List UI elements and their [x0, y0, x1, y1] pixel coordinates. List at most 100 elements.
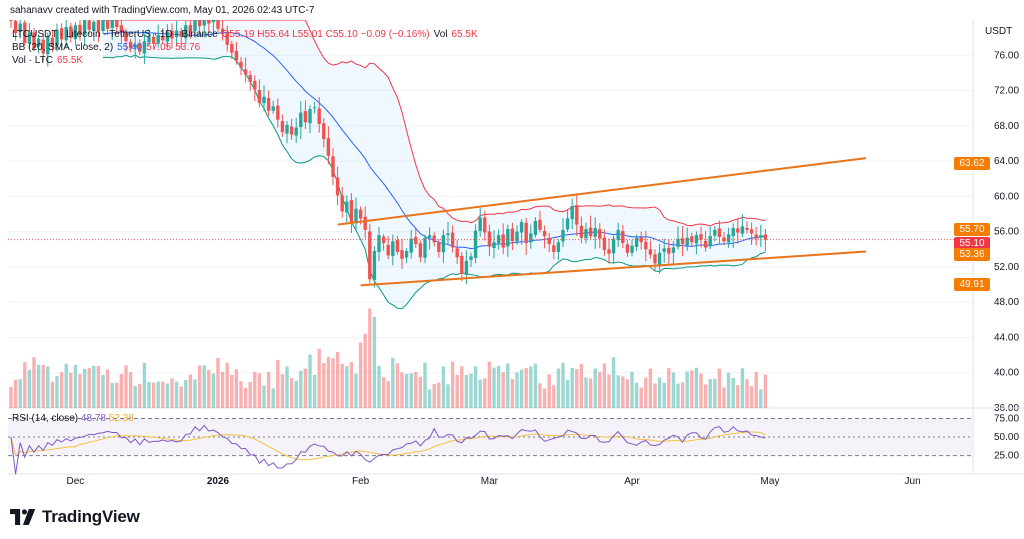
candle-body[interactable] — [248, 75, 252, 82]
candle-body[interactable] — [202, 20, 206, 26]
candle-body[interactable] — [354, 208, 358, 224]
candle-body[interactable] — [657, 252, 662, 265]
candle-body[interactable] — [694, 235, 699, 244]
candle-body[interactable] — [294, 127, 298, 136]
candle-body[interactable] — [184, 25, 188, 39]
candle-body[interactable] — [690, 236, 694, 243]
candle-body[interactable] — [289, 126, 294, 135]
candle-body[interactable] — [174, 30, 179, 38]
candle-body[interactable] — [82, 20, 87, 36]
candle-body[interactable] — [524, 222, 528, 244]
candle-body[interactable] — [335, 177, 340, 196]
price-chart[interactable]: 76.00 72.00 68.00 64.00 60.00 56.00 52.00 48.00… — [0, 19, 1024, 495]
candle-body[interactable] — [128, 41, 133, 49]
candle-body[interactable] — [602, 237, 607, 251]
vol-label[interactable]: Vol · LTC — [12, 55, 53, 66]
candle-body[interactable] — [170, 30, 174, 39]
candle-body[interactable] — [570, 206, 574, 220]
candle-body[interactable] — [197, 20, 202, 27]
candle-body[interactable] — [607, 249, 611, 254]
candle-body[interactable] — [317, 108, 321, 125]
candle-body[interactable] — [469, 256, 473, 260]
candle-body[interactable] — [9, 20, 13, 21]
candle-body[interactable] — [478, 217, 482, 231]
candle-body[interactable] — [69, 26, 73, 38]
candle-body[interactable] — [211, 20, 216, 23]
candle-body[interactable] — [266, 97, 271, 111]
candle-body[interactable] — [165, 31, 170, 42]
candle-body[interactable] — [487, 231, 492, 247]
candle-body[interactable] — [726, 234, 731, 243]
candle-body[interactable] — [59, 28, 64, 40]
candle-body[interactable] — [216, 20, 220, 29]
candle-body[interactable] — [156, 34, 160, 44]
candle-body[interactable] — [529, 233, 533, 243]
candle-body[interactable] — [326, 138, 331, 156]
candle-body[interactable] — [404, 251, 409, 258]
candle-body[interactable] — [625, 244, 630, 253]
candle-body[interactable] — [621, 231, 625, 244]
candle-body[interactable] — [101, 20, 105, 31]
candle-body[interactable] — [538, 219, 542, 230]
candle-body[interactable] — [414, 237, 418, 244]
candle-body[interactable] — [749, 229, 754, 234]
candle-body[interactable] — [418, 243, 423, 258]
candle-body[interactable] — [680, 238, 685, 244]
candle-body[interactable] — [740, 226, 745, 234]
candle-body[interactable] — [138, 43, 142, 52]
candle-body[interactable] — [400, 250, 404, 259]
candle-body[interactable] — [708, 236, 712, 247]
candle-body[interactable] — [667, 247, 671, 254]
candle-body[interactable] — [147, 36, 151, 43]
candle-body[interactable] — [745, 227, 749, 230]
candle-body[interactable] — [32, 32, 36, 49]
candle-body[interactable] — [340, 195, 344, 212]
candle-body[interactable] — [423, 237, 427, 258]
candle-body[interactable] — [262, 96, 266, 104]
candle-body[interactable] — [243, 69, 248, 75]
candle-body[interactable] — [533, 221, 538, 235]
candle-body[interactable] — [671, 247, 676, 253]
candle-body[interactable] — [257, 90, 262, 103]
candle-body[interactable] — [64, 27, 68, 41]
candle-body[interactable] — [161, 36, 165, 41]
candle-body[interactable] — [717, 228, 722, 237]
candle-body[interactable] — [280, 121, 285, 132]
resistance-trendline[interactable] — [337, 157, 867, 226]
candle-body[interactable] — [133, 44, 137, 48]
candle-body[interactable] — [96, 20, 101, 32]
candle-body[interactable] — [754, 234, 758, 239]
candle-body[interactable] — [644, 241, 648, 250]
candle-body[interactable] — [345, 201, 349, 213]
candle-body[interactable] — [662, 248, 666, 252]
candle-body[interactable] — [312, 107, 317, 109]
chart-area[interactable]: 76.00 72.00 68.00 64.00 60.00 56.00 52.00 48.00… — [0, 19, 1024, 495]
candle-body[interactable] — [575, 205, 579, 225]
candle-body[interactable] — [552, 245, 556, 252]
candle-body[interactable] — [18, 23, 22, 32]
candle-body[interactable] — [322, 123, 326, 140]
candle-body[interactable] — [115, 20, 119, 28]
candle-body[interactable] — [285, 124, 289, 134]
candle-body[interactable] — [124, 32, 128, 42]
candle-body[interactable] — [501, 234, 505, 248]
candle-body[interactable] — [207, 20, 211, 24]
candle-body[interactable] — [73, 25, 78, 40]
candle-body[interactable] — [372, 251, 377, 280]
candle-body[interactable] — [36, 38, 41, 47]
candle-body[interactable] — [699, 234, 703, 240]
candle-body[interactable] — [547, 237, 551, 244]
candle-body[interactable] — [41, 39, 45, 54]
candle-body[interactable] — [722, 237, 726, 242]
candle-body[interactable] — [506, 228, 510, 247]
candle-body[interactable] — [271, 106, 275, 111]
candle-body[interactable] — [611, 238, 616, 254]
candle-body[interactable] — [464, 260, 469, 275]
candle-body[interactable] — [763, 234, 768, 240]
candle-body[interactable] — [179, 31, 183, 37]
candle-body[interactable] — [713, 229, 717, 236]
candle-body[interactable] — [377, 235, 381, 253]
candle-body[interactable] — [363, 216, 367, 230]
symbol-line[interactable]: LTCUSDT · Litecoin · TetherUS · 1D · Bin… — [12, 29, 218, 40]
candle-body[interactable] — [510, 228, 515, 242]
